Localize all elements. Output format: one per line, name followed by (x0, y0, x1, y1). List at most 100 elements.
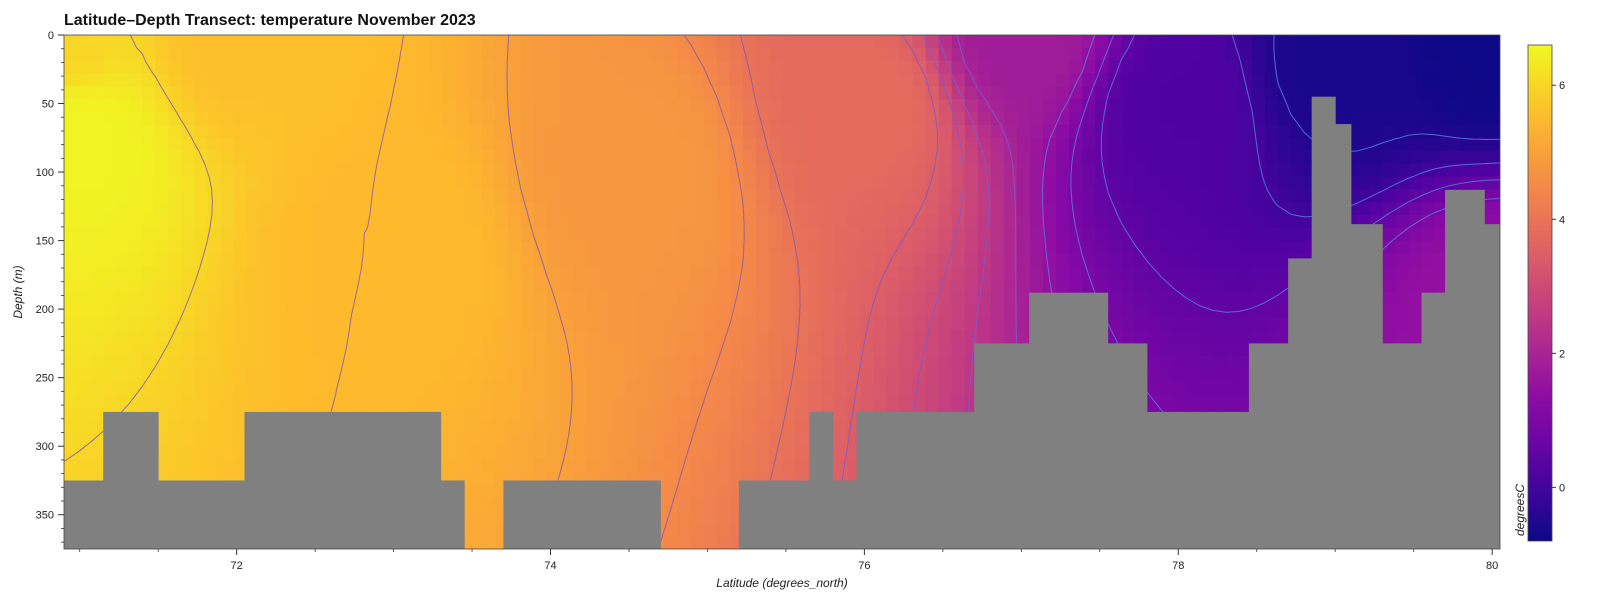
heatmap-cell (520, 446, 535, 460)
heatmap-cell (1003, 176, 1018, 190)
heatmap-cell (768, 202, 783, 216)
heatmap-cell (1408, 330, 1423, 344)
heatmap-cell (808, 86, 822, 100)
heatmap-cell (795, 420, 809, 434)
heatmap-cell (990, 266, 1005, 280)
heatmap-cell (899, 240, 914, 255)
heatmap-cell (625, 266, 639, 280)
heatmap-cell (1343, 60, 1357, 75)
heatmap-cell (899, 86, 914, 100)
heatmap-cell (442, 330, 457, 344)
heatmap-cell (259, 214, 274, 229)
heatmap-cell (1186, 292, 1201, 306)
heatmap-cell (1160, 150, 1175, 165)
heatmap-cell (312, 112, 326, 126)
heatmap-cell (442, 253, 457, 267)
heatmap-cell (494, 99, 509, 113)
heatmap-cell (1382, 304, 1397, 319)
heatmap-cell (1421, 150, 1436, 165)
heatmap-cell (808, 317, 822, 332)
heatmap-cell (1003, 86, 1018, 100)
heatmap-cell (573, 304, 587, 319)
heatmap-cell (533, 279, 548, 293)
heatmap-cell (1030, 124, 1044, 139)
heatmap-cell (468, 304, 483, 319)
heatmap-cell (377, 240, 391, 255)
heatmap-cell (364, 240, 378, 255)
heatmap-cell (207, 99, 222, 113)
heatmap-cell (1147, 47, 1162, 62)
heatmap-cell (690, 433, 705, 447)
heatmap-cell (1108, 124, 1123, 139)
heatmap-cell (298, 266, 313, 280)
heatmap-cell (873, 343, 888, 357)
heatmap-cell (155, 279, 170, 293)
heatmap-cell (599, 176, 613, 190)
heatmap-cell (1486, 35, 1500, 49)
heatmap-cell (1225, 202, 1240, 216)
heatmap-cell (795, 381, 809, 396)
heatmap-cell (403, 227, 418, 242)
heatmap-cell (285, 35, 300, 49)
heatmap-cell (403, 330, 418, 344)
heatmap-cell (625, 369, 639, 383)
heatmap-cell (481, 292, 496, 306)
heatmap-cell (703, 459, 718, 473)
heatmap-cell (690, 381, 705, 396)
heatmap-cell (285, 394, 300, 409)
heatmap-cell (1382, 99, 1397, 113)
heatmap-cell (612, 240, 626, 255)
heatmap-cell (1421, 137, 1436, 152)
heatmap-cell (690, 47, 705, 62)
heatmap-cell (390, 304, 405, 319)
heatmap-cell (481, 35, 496, 49)
heatmap-cell (181, 86, 196, 100)
heatmap-cell (677, 510, 692, 524)
heatmap-cell (834, 47, 848, 62)
heatmap-cell (1147, 381, 1162, 396)
heatmap-cell (795, 279, 809, 293)
heatmap-cell (586, 150, 600, 165)
heatmap-cell (1056, 214, 1070, 229)
heatmap-cell (951, 73, 966, 87)
heatmap-cell (560, 60, 574, 75)
heatmap-cell (455, 356, 470, 370)
heatmap-cell (1356, 150, 1371, 165)
heatmap-cell (1395, 214, 1410, 229)
heatmap-cell (1003, 266, 1018, 280)
heatmap-cell (1095, 189, 1109, 203)
heatmap-cell (547, 137, 561, 152)
heatmap-cell (272, 266, 287, 280)
heatmap-cell (246, 330, 261, 344)
heatmap-cell (129, 189, 143, 203)
heatmap-cell (638, 73, 653, 87)
heatmap-cell (429, 330, 444, 344)
heatmap-cell (1356, 73, 1371, 87)
heatmap-cell (925, 163, 940, 177)
heatmap-cell (1473, 35, 1488, 49)
heatmap-cell (573, 227, 587, 242)
heatmap-cell (755, 99, 770, 113)
heatmap-cell (651, 99, 666, 113)
heatmap-cell (494, 124, 509, 139)
heatmap-cell (742, 343, 757, 357)
heatmap-cell (142, 279, 156, 293)
heatmap-cell (168, 330, 183, 344)
heatmap-cell (755, 407, 770, 422)
heatmap-cell (1486, 176, 1500, 190)
heatmap-cell (364, 124, 378, 139)
heatmap-cell (664, 112, 679, 126)
heatmap-cell (259, 176, 274, 190)
heatmap-cell (194, 137, 209, 152)
heatmap-cell (481, 60, 496, 75)
heatmap-cell (325, 60, 339, 75)
heatmap-cell (364, 317, 378, 332)
heatmap-cell (1408, 35, 1423, 49)
heatmap-cell (351, 137, 365, 152)
heatmap-cell (742, 292, 757, 306)
heatmap-cell (1134, 227, 1149, 242)
heatmap-cell (677, 292, 692, 306)
heatmap-cell (899, 292, 914, 306)
heatmap-cell (194, 381, 209, 396)
heatmap-cell (1003, 150, 1018, 165)
